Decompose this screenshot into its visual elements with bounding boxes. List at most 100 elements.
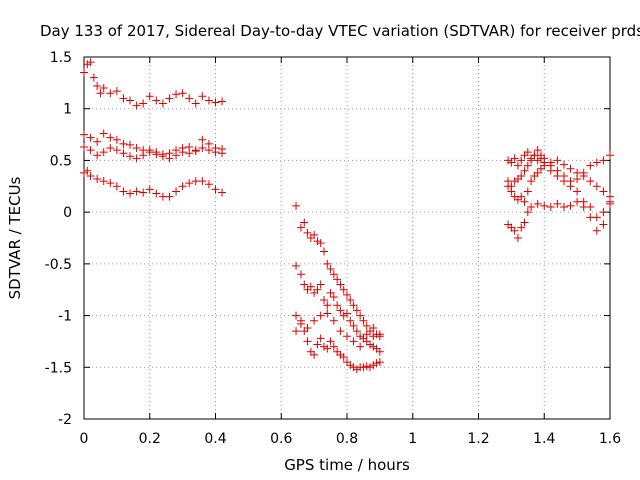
data-point	[329, 292, 338, 301]
data-point	[352, 306, 361, 315]
data-point	[93, 137, 102, 146]
data-point	[198, 177, 207, 186]
data-point	[362, 362, 371, 371]
data-point	[606, 199, 614, 208]
x-tick-label: 1.4	[533, 431, 555, 447]
data-point	[313, 340, 322, 349]
data-point	[316, 239, 325, 248]
data-point	[112, 182, 121, 191]
data-point	[139, 99, 148, 108]
data-point	[540, 161, 549, 170]
data-point	[319, 296, 328, 305]
data-point	[172, 187, 181, 196]
data-point	[178, 89, 187, 98]
data-point	[533, 168, 542, 177]
data-point	[292, 311, 301, 320]
data-point	[372, 359, 381, 368]
data-point	[507, 187, 516, 196]
x-tick-label: 0.2	[139, 431, 161, 447]
data-point	[592, 226, 601, 235]
data-point	[86, 58, 95, 67]
data-points	[80, 58, 614, 374]
data-point	[132, 154, 141, 163]
data-point	[218, 149, 227, 158]
data-point	[204, 96, 213, 105]
data-point	[599, 187, 608, 196]
data-point	[158, 99, 167, 108]
data-point	[126, 96, 135, 105]
data-point	[343, 309, 351, 318]
data-point	[369, 361, 378, 370]
data-point	[366, 363, 375, 372]
data-point	[520, 197, 529, 206]
data-point	[573, 197, 582, 206]
data-point	[573, 187, 582, 196]
data-point	[375, 358, 384, 367]
data-point	[158, 152, 167, 161]
data-point	[356, 342, 365, 351]
y-tick-label: 0.5	[50, 153, 72, 169]
x-tick-labels: 0 0.2 0.4 0.6 0.8 1 1.2 1.4 1.6	[80, 431, 622, 447]
data-point	[139, 151, 148, 160]
series-arc-c-4	[504, 197, 614, 242]
y-tick-label: 1.5	[50, 50, 72, 66]
data-point	[333, 275, 342, 284]
data-point	[80, 168, 88, 177]
data-point	[527, 156, 536, 165]
data-point	[185, 149, 194, 158]
data-point	[303, 323, 312, 332]
data-point	[178, 148, 187, 157]
data-point	[553, 156, 562, 165]
data-point	[296, 223, 305, 232]
data-point	[93, 81, 102, 90]
data-point	[119, 187, 128, 196]
data-point	[375, 347, 384, 356]
data-point	[349, 301, 358, 310]
data-point	[333, 301, 342, 310]
data-point	[523, 187, 532, 196]
series-arc-a-lower	[80, 166, 227, 201]
data-point	[80, 130, 88, 139]
data-point	[83, 166, 92, 175]
data-point	[172, 90, 181, 99]
data-point	[292, 201, 301, 210]
data-point	[99, 129, 108, 138]
data-point	[126, 140, 135, 149]
y-tick-label: -1	[58, 309, 72, 325]
data-point	[336, 306, 345, 315]
series-arc-b-4	[292, 309, 384, 351]
data-point	[510, 154, 519, 163]
x-tick-label: 1.6	[599, 431, 621, 447]
data-point	[527, 177, 536, 186]
data-point	[352, 327, 361, 336]
data-point	[319, 247, 328, 256]
series-arc-a-top	[80, 58, 227, 110]
data-point	[323, 309, 332, 318]
data-point	[329, 316, 338, 325]
data-point	[523, 208, 532, 217]
data-point	[586, 177, 595, 186]
data-point	[152, 189, 161, 198]
y-tick-label: -1.5	[45, 360, 72, 376]
data-point	[132, 187, 141, 196]
data-point	[546, 202, 555, 211]
data-point	[339, 352, 348, 361]
data-point	[300, 218, 309, 227]
data-point	[126, 189, 135, 198]
data-point	[96, 89, 105, 98]
data-point	[606, 151, 614, 160]
data-point	[343, 332, 351, 341]
gridlines	[84, 57, 610, 419]
data-point	[296, 270, 305, 279]
data-point	[218, 97, 227, 106]
data-point	[292, 327, 301, 336]
x-tick-label: 0.4	[204, 431, 226, 447]
data-point	[89, 73, 98, 82]
data-point	[546, 166, 555, 175]
data-point	[579, 171, 588, 180]
series-arc-b-2	[292, 261, 384, 356]
data-point	[145, 148, 154, 157]
data-point	[504, 156, 513, 165]
data-point	[106, 133, 115, 142]
